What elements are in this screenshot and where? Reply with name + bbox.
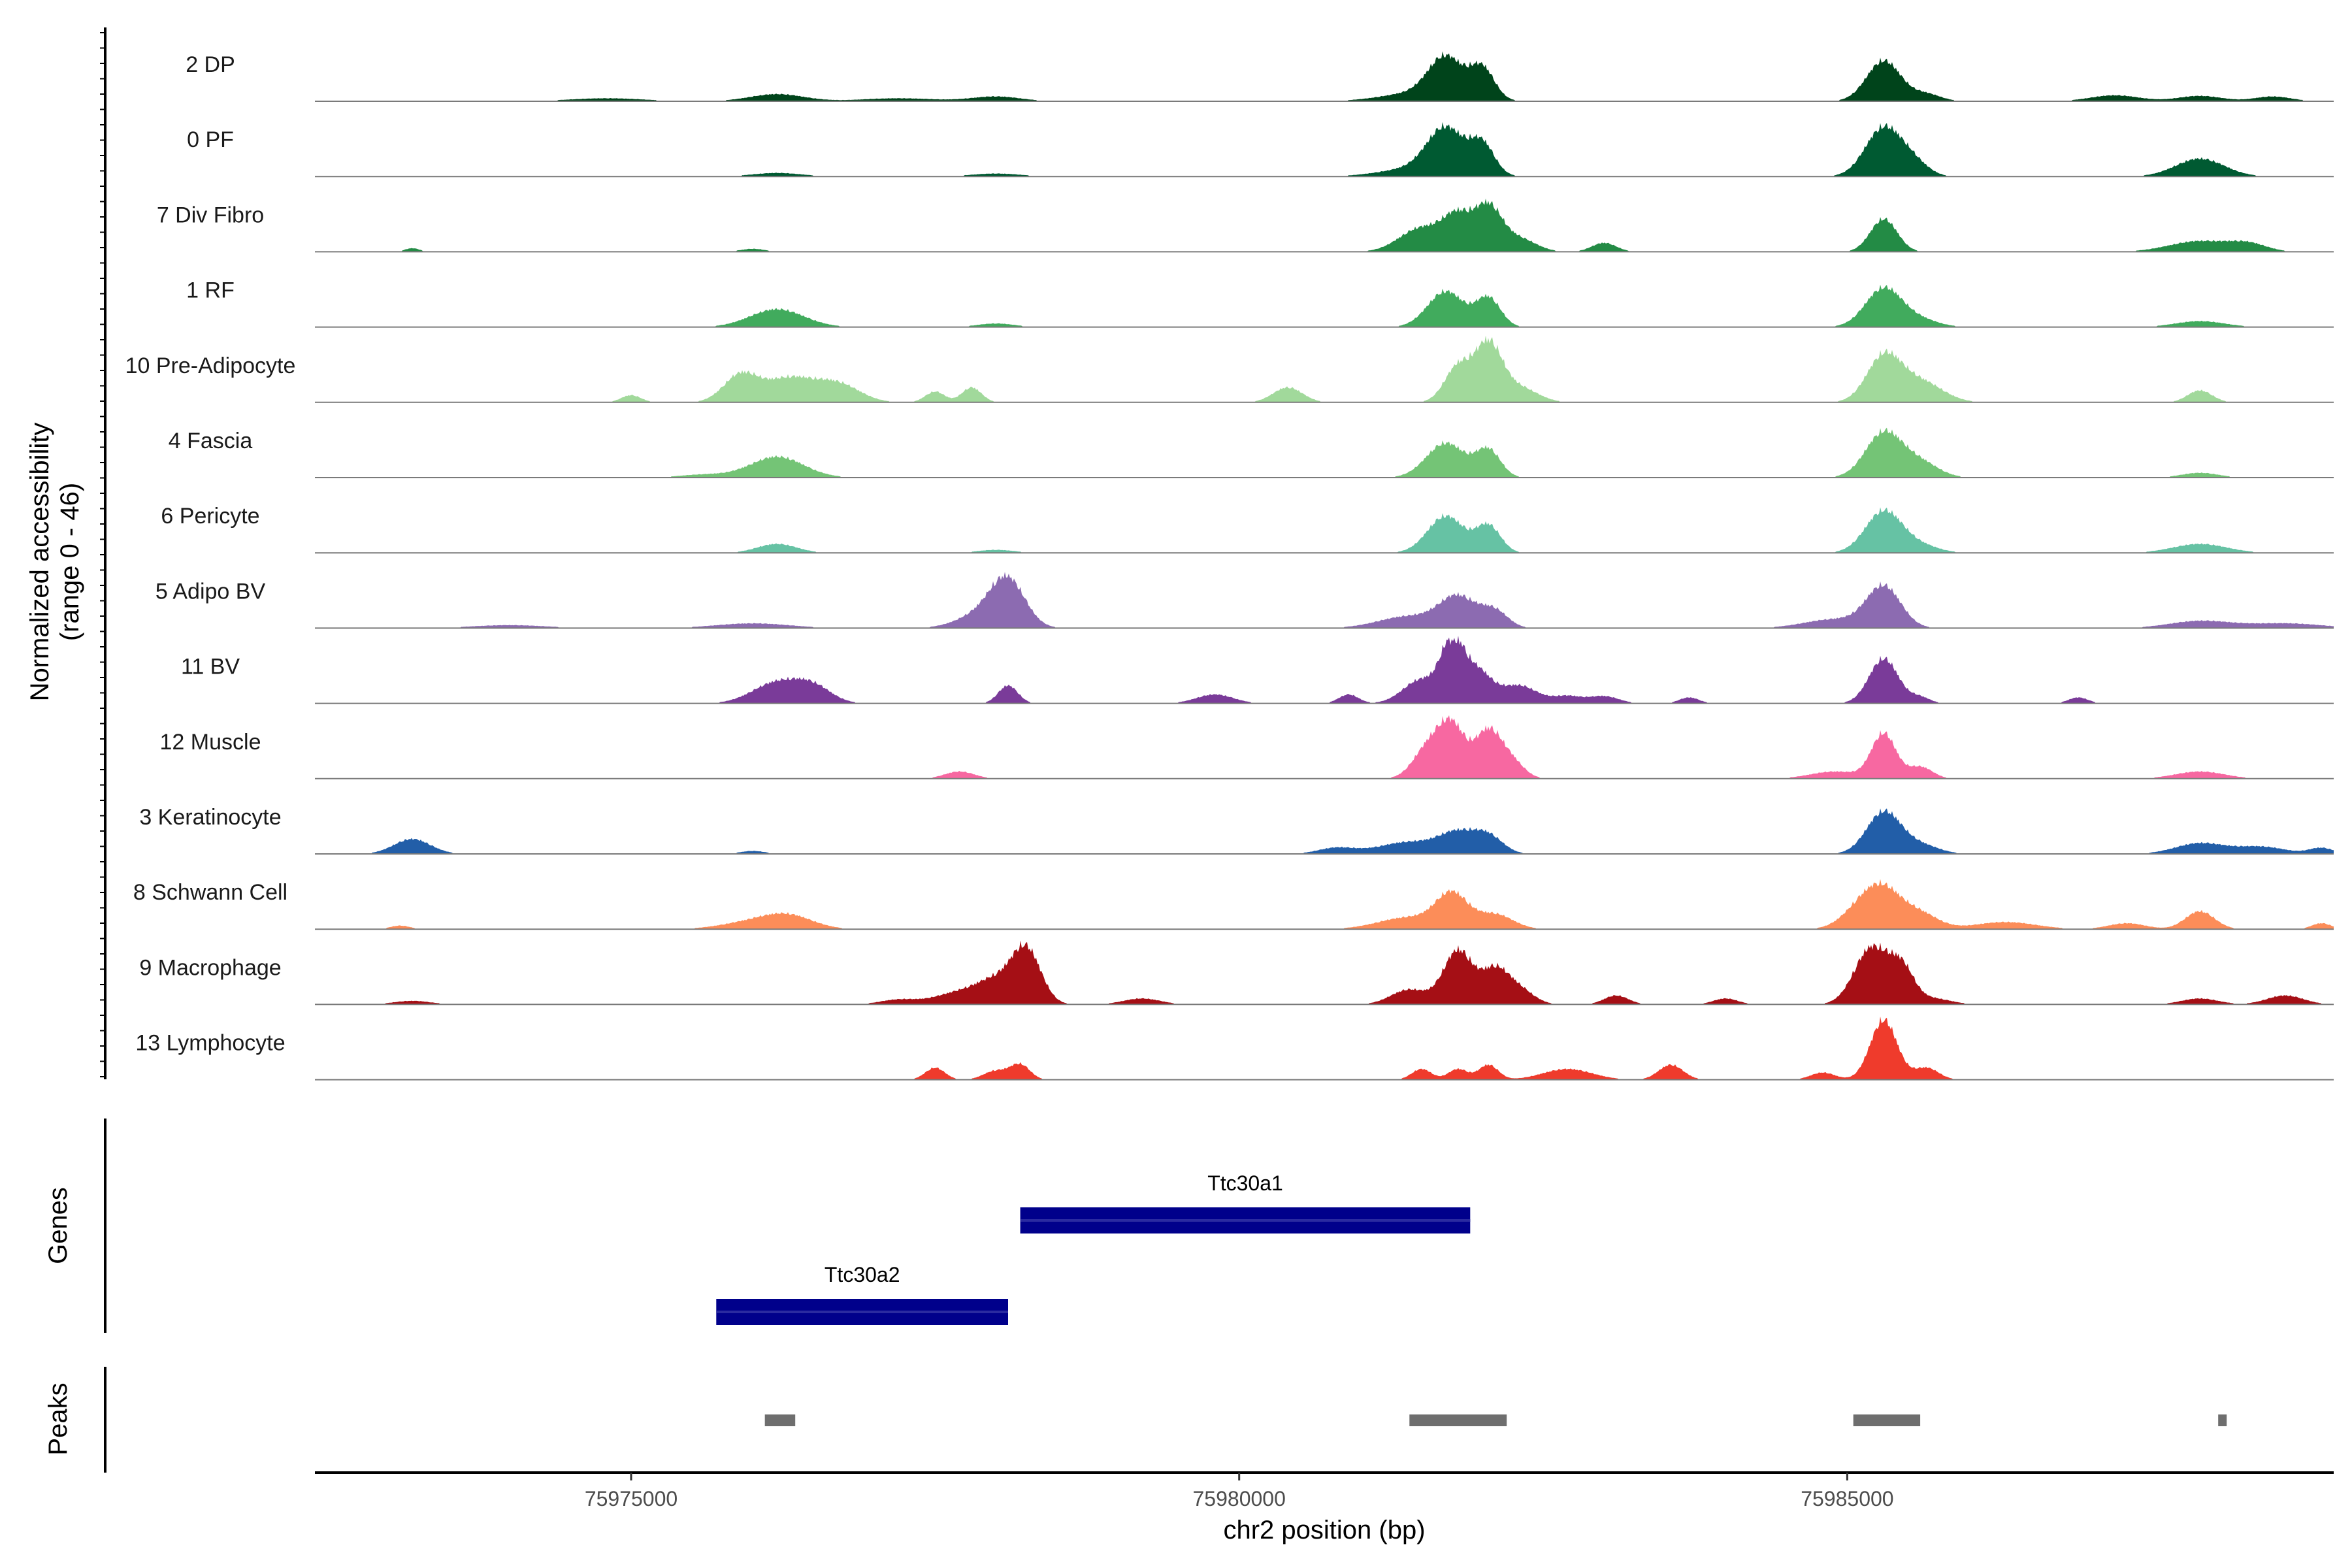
coverage-area — [315, 51, 2334, 101]
track-label: 2 DP — [186, 52, 235, 77]
coverage-tracks: 2 DP 0 PF 7 Div Fibro 1 RF 10 Pre-Adipocyte 4… — [125, 51, 2334, 1081]
track-label: 4 Fascia — [169, 429, 253, 453]
accessibility-axis — [100, 27, 106, 1079]
coverage-area — [315, 507, 2334, 553]
track-label: 8 Schwann Cell — [133, 880, 287, 905]
coverage-area — [315, 427, 2334, 478]
track-14: 13 Lymphocyte — [135, 1017, 2334, 1081]
track-label: 12 Muscle — [160, 730, 261, 755]
track-12: 8 Schwann Cell — [133, 879, 2334, 930]
track-label: 10 Pre-Adipocyte — [125, 353, 296, 378]
track-label: 6 Pericyte — [161, 504, 259, 529]
x-tick-label: 75985000 — [1801, 1487, 1893, 1511]
track-label: 1 RF — [186, 278, 235, 303]
track-13: 9 Macrophage — [139, 940, 2334, 1005]
coverage-area — [315, 636, 2334, 704]
track-9: 11 BV — [181, 636, 2334, 704]
genes-label: Genes — [44, 1187, 73, 1264]
x-axis-ticks: 75975000 75980000 75985000 — [585, 1473, 1894, 1511]
x-tick-label: 75980000 — [1193, 1487, 1286, 1511]
gene-ttc30a1: Ttc30a1 — [1020, 1171, 1471, 1233]
track-label: 0 PF — [187, 127, 234, 152]
coverage-area — [315, 199, 2334, 252]
coverage-area — [315, 1017, 2334, 1080]
track-label: 7 Div Fibro — [157, 203, 264, 227]
coverage-area — [315, 122, 2334, 177]
coverage-area — [315, 808, 2334, 854]
x-tick-label: 75975000 — [585, 1487, 678, 1511]
track-11: 3 Keratinocyte — [139, 805, 2334, 855]
y-axis-range: (range 0 - 46) — [56, 483, 84, 641]
track-label: 3 Keratinocyte — [139, 805, 281, 830]
coverage-area — [315, 335, 2334, 402]
coverage-area — [315, 940, 2334, 1005]
track-10: 12 Muscle — [160, 715, 2334, 779]
coverage-area — [315, 879, 2334, 930]
gene-label: Ttc30a1 — [1207, 1171, 1283, 1195]
track-label: 5 Adipo BV — [155, 579, 266, 604]
peak-regions — [764, 1414, 2227, 1426]
peaks-label: Peaks — [44, 1382, 73, 1455]
track-1: 2 DP — [186, 51, 2334, 102]
track-label: 9 Macrophage — [139, 955, 281, 980]
track-label: 11 BV — [181, 655, 240, 679]
gene-ttc30a2: Ttc30a2 — [716, 1263, 1008, 1325]
peak-region — [1409, 1414, 1507, 1426]
peak-region — [764, 1414, 796, 1426]
track-label: 13 Lymphocyte — [135, 1031, 285, 1056]
track-5: 10 Pre-Adipocyte — [125, 335, 2334, 403]
track-7: 6 Pericyte — [161, 504, 2334, 554]
gene-annotations: Ttc30a1 Ttc30a2 — [716, 1171, 1471, 1325]
coverage-area — [315, 284, 2334, 327]
peak-region — [1853, 1414, 1921, 1426]
track-4: 1 RF — [186, 278, 2334, 328]
track-2: 0 PF — [187, 122, 2334, 178]
x-axis-title: chr2 position (bp) — [1223, 1516, 1425, 1544]
peak-region — [2218, 1414, 2227, 1426]
gene-label: Ttc30a2 — [825, 1263, 900, 1286]
coverage-area — [315, 572, 2334, 629]
coverage-area — [315, 715, 2334, 779]
y-axis-title: Normalized accessibility — [25, 423, 54, 702]
track-6: 4 Fascia — [169, 427, 2334, 478]
track-3: 7 Div Fibro — [157, 199, 2334, 253]
track-8: 5 Adipo BV — [155, 572, 2334, 629]
